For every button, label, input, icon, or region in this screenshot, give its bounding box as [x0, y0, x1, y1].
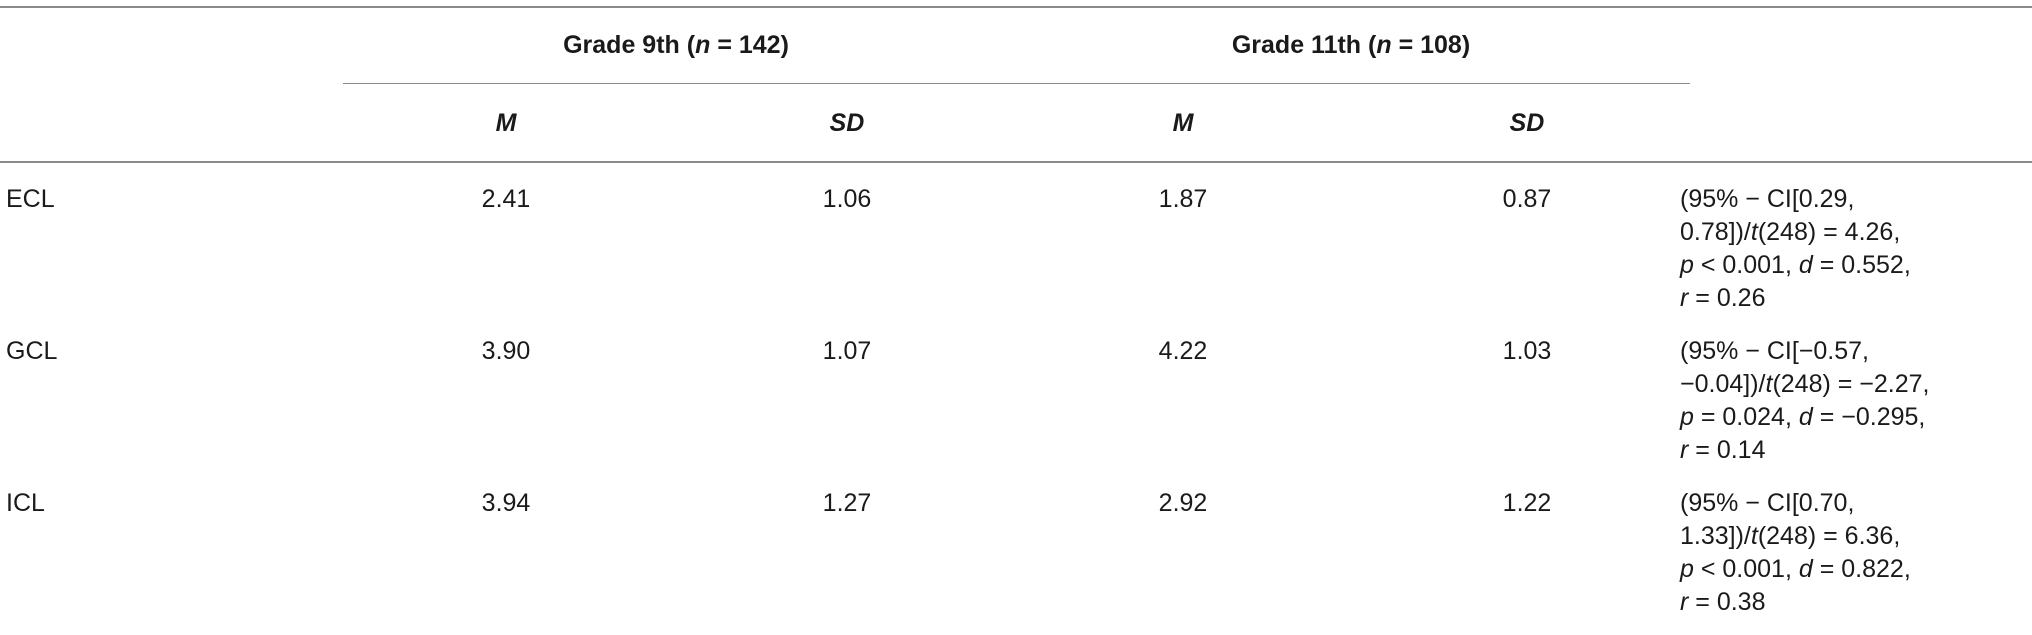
- cell-test-statistics: (95% − CI[0.29, 0.78])/t(248) = 4.26, p …: [1680, 185, 1911, 312]
- cell-m-grade-11: 4.22: [1158, 337, 1208, 365]
- cell-test-statistics: (95% − CI[−0.57, −0.04])/t(248) = −2.27,…: [1680, 337, 1930, 464]
- cell-sd-grade-11: 0.87: [1502, 185, 1552, 213]
- cell-sd-grade-9: 1.27: [822, 489, 872, 517]
- cell-sd-grade-9: 1.06: [822, 185, 872, 213]
- cell-m-grade-11: 2.92: [1158, 489, 1208, 517]
- cell-sd-grade-9: 1.07: [822, 337, 872, 365]
- row-label: ICL: [6, 489, 45, 517]
- group-header-grade-9: Grade 9th (n = 142): [563, 31, 789, 59]
- subheader-sd-grade-11: SD: [1509, 109, 1545, 137]
- cell-m-grade-9: 3.94: [481, 489, 531, 517]
- group-header-grade-11: Grade 11th (n = 108): [1231, 31, 1471, 59]
- row-label: ECL: [6, 185, 55, 213]
- row-label: GCL: [6, 337, 58, 365]
- cell-test-statistics: (95% − CI[0.70, 1.33])/t(248) = 6.36, p …: [1680, 489, 1911, 616]
- cell-m-grade-9: 3.90: [481, 337, 531, 365]
- table-top-rule: [0, 6, 2032, 8]
- cell-sd-grade-11: 1.03: [1502, 337, 1552, 365]
- cell-m-grade-9: 2.41: [481, 185, 531, 213]
- header-bottom-rule: [0, 161, 2032, 163]
- group-underline: [343, 83, 1690, 84]
- cell-m-grade-11: 1.87: [1158, 185, 1208, 213]
- cell-sd-grade-11: 1.22: [1502, 489, 1552, 517]
- subheader-m-grade-11: M: [1172, 109, 1194, 137]
- subheader-sd-grade-9: SD: [829, 109, 865, 137]
- subheader-m-grade-9: M: [495, 109, 517, 137]
